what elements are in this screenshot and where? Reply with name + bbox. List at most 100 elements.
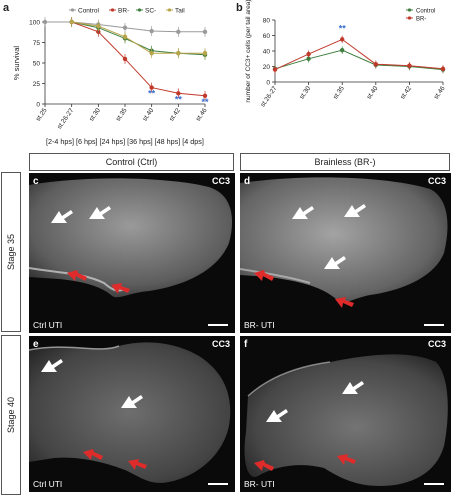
scale-bar <box>424 324 444 326</box>
y-tick-label: 0 <box>266 79 270 86</box>
x-tick-label: st.46 <box>195 107 209 123</box>
x-tick-label: st.26-27 <box>259 85 278 109</box>
row-header-stage35: Stage 35 <box>1 172 21 332</box>
data-point <box>407 63 412 68</box>
row-header-stage35-label: Stage 35 <box>6 233 16 271</box>
x-tick-label: st.30 <box>88 107 102 123</box>
significance-marker: ** <box>339 23 347 33</box>
data-point <box>440 66 446 72</box>
row-header-stage40: Stage 40 <box>1 335 21 495</box>
data-point <box>176 29 181 35</box>
data-point <box>306 56 311 61</box>
data-point <box>149 85 154 90</box>
x-tick-label: st.40 <box>366 85 380 101</box>
micrograph-f-stain: CC3 <box>427 339 446 349</box>
significance-marker: ** <box>201 97 209 107</box>
data-point <box>176 91 181 96</box>
data-point <box>69 19 74 25</box>
y-axis-label: number of CC3+ cells (per tail area) <box>245 0 252 103</box>
data-point <box>96 23 101 29</box>
x-tick-label: st.46 <box>433 85 447 101</box>
x-tick-label: st.42 <box>399 85 413 101</box>
legend-label: BR- <box>118 7 129 14</box>
legend-label: Tail <box>175 7 185 14</box>
legend-marker <box>137 8 142 12</box>
data-point <box>122 56 128 62</box>
scale-bar <box>424 483 444 485</box>
micrograph-d: d CC3 BR- UTI <box>240 173 451 333</box>
y-axis-label: % survival <box>12 46 21 81</box>
scale-bar <box>208 324 228 326</box>
data-point <box>340 48 345 53</box>
y-tick-label: 80 <box>263 17 271 24</box>
survival-chart: 0 25 50 75 100 st.25 st.26-27 st.30 st.35 st.40 st… <box>12 7 209 146</box>
column-header-brainless: Brainless (BR-) <box>240 153 450 171</box>
legend-marker <box>407 16 412 20</box>
series-line-SC- <box>71 21 206 56</box>
micrograph-c-stain: CC3 <box>211 176 230 186</box>
data-point <box>202 50 208 56</box>
y-tick-label: 0 <box>36 101 40 108</box>
micrograph-c-letter: c <box>33 176 39 187</box>
micrograph-d-tissue <box>240 177 448 303</box>
data-point <box>340 37 345 42</box>
legend-label: Control <box>78 7 100 14</box>
legend-marker <box>167 8 172 12</box>
panel-a-letter: a <box>3 2 10 14</box>
micrograph-c-caption: Ctrl UTI <box>33 320 63 330</box>
y-tick-label: 75 <box>33 40 41 47</box>
micrograph-c: c CC3 Ctrl UTI <box>29 173 235 333</box>
series-line-BR- <box>71 21 206 97</box>
series-line-BR- <box>274 38 444 71</box>
data-point <box>42 19 48 25</box>
cc3-count-chart: 0 20 40 60 80 st.26-27 st.30 st.35 st.40 st.42 st.… <box>245 0 447 109</box>
y-tick-label: 50 <box>33 60 41 67</box>
row-header-stage40-label: Stage 40 <box>6 396 16 434</box>
y-tick-label: 40 <box>263 48 271 55</box>
series-line-Control <box>274 49 444 71</box>
micrograph-f: f CC3 BR- UTI <box>240 336 451 492</box>
micrograph-d-stain: CC3 <box>427 176 446 186</box>
panel-b-letter: b <box>236 2 243 14</box>
significance-marker: ** <box>148 89 156 99</box>
micrograph-e-tissue <box>29 342 231 483</box>
x-tick-label: st.35 <box>332 85 346 101</box>
micrograph-e: e CC3 Ctrl UTI <box>29 336 235 492</box>
micrograph-c-tissue <box>29 178 233 298</box>
micrograph-d-letter: d <box>244 176 251 187</box>
micrograph-f-letter: f <box>244 339 248 350</box>
y-tick-label: 60 <box>263 33 271 40</box>
x-tick-label: st.40 <box>141 107 155 123</box>
y-tick-label: 100 <box>29 19 40 26</box>
column-header-control: Control (Ctrl) <box>29 153 234 171</box>
micrograph-d-caption: BR- UTI <box>244 320 275 330</box>
y-tick-label: 20 <box>263 64 271 71</box>
data-point <box>176 50 181 56</box>
series-line-Tail <box>71 21 205 54</box>
legend-marker <box>110 8 115 12</box>
legend-label: BR- <box>416 16 426 22</box>
significance-marker: ** <box>175 94 183 104</box>
x-tick-label: st.30 <box>298 85 312 101</box>
x-tick-label: st.42 <box>168 107 182 123</box>
legend-marker <box>70 8 75 12</box>
data-point <box>202 93 208 99</box>
data-point <box>149 28 154 34</box>
data-point <box>122 25 128 30</box>
y-tick-label: 25 <box>33 81 41 88</box>
legend-marker <box>407 8 412 12</box>
legend-label: Control <box>416 8 435 14</box>
micrograph-f-caption: BR- UTI <box>244 479 275 489</box>
x-tick-label: st.26-27 <box>56 107 75 131</box>
data-point <box>149 50 154 56</box>
legend-label: SC- <box>145 7 156 14</box>
x-tick-label: st.35 <box>115 107 129 123</box>
data-point <box>306 51 311 57</box>
x-tick-label: st.25 <box>35 107 49 123</box>
data-point <box>122 34 128 39</box>
micrograph-e-stain: CC3 <box>211 339 230 349</box>
micrograph-f-tissue <box>244 354 448 486</box>
scale-bar <box>208 483 228 485</box>
data-point <box>272 67 278 72</box>
micrograph-e-caption: Ctrl UTI <box>33 479 63 489</box>
